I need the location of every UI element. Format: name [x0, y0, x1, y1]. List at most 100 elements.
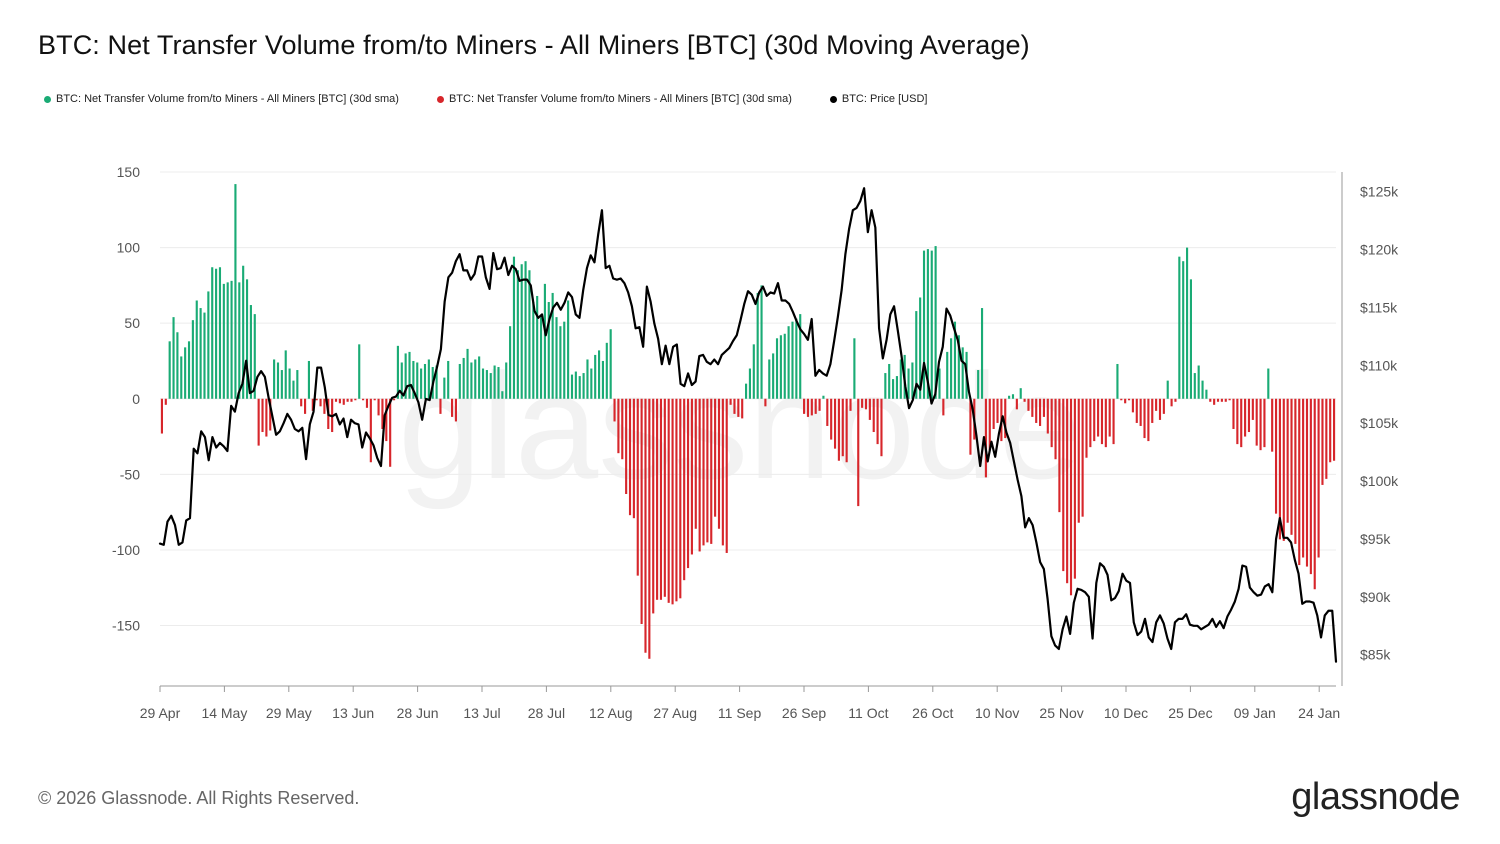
bar-negative [1151, 398, 1154, 423]
bar-positive [1189, 279, 1192, 399]
bar-negative [876, 398, 879, 445]
bar-positive [783, 333, 786, 399]
bar-negative [269, 398, 272, 431]
bar-negative [1042, 398, 1045, 417]
bar-negative [659, 398, 663, 600]
legend-item-inflow[interactable]: BTC: Net Transfer Volume from/to Miners … [44, 93, 399, 105]
bar-negative [369, 398, 372, 463]
bar-positive [567, 300, 570, 399]
bar-positive [485, 370, 488, 399]
bar-negative [1124, 398, 1127, 404]
bar-negative [1050, 398, 1053, 448]
bar-positive [934, 246, 937, 399]
bar-negative [1305, 398, 1309, 567]
bar-negative [315, 398, 318, 401]
bar-positive [408, 351, 411, 399]
legend: BTC: Net Transfer Volume from/to Miners … [44, 91, 965, 107]
bar-negative [996, 398, 999, 423]
bar-positive [512, 256, 516, 399]
bar-negative [984, 398, 987, 478]
y-left-tick-label: 50 [124, 315, 140, 331]
bar-negative [164, 398, 167, 405]
bar-negative [1263, 398, 1266, 448]
bar-negative [365, 398, 369, 408]
bar-positive [191, 320, 194, 399]
bar-negative [1170, 398, 1173, 407]
bar-negative [617, 398, 620, 454]
bar-negative [389, 398, 392, 467]
bar-negative [1174, 398, 1177, 402]
bar-positive [752, 344, 755, 399]
bar-series [160, 184, 1336, 659]
bar-positive [501, 391, 504, 399]
bar-positive [1197, 365, 1200, 399]
bar-positive [930, 250, 933, 399]
brand-logo: glassnode [1291, 776, 1460, 818]
legend-label: BTC: Net Transfer Volume from/to Miners … [448, 93, 792, 105]
axes: 150 100 50 0 -50 -100 -150 $125k $120k $115k $110k… [112, 164, 1399, 721]
bar-negative [737, 398, 740, 417]
bar-negative [1325, 398, 1328, 479]
legend-label: BTC: Net Transfer Volume from/to Miners … [56, 93, 399, 105]
bar-negative [1240, 398, 1243, 448]
bar-negative [1298, 398, 1301, 566]
bar-negative [304, 398, 307, 414]
bar-negative [1209, 398, 1212, 402]
bar-negative [1093, 398, 1096, 442]
bar-positive [184, 347, 187, 399]
bar-negative [663, 398, 666, 597]
bar-positive [768, 359, 771, 399]
legend-item-price[interactable]: BTC: Price [USD] [829, 93, 927, 105]
y-right-tick-label: $120k [1360, 242, 1399, 258]
bar-negative [880, 398, 883, 457]
bar-positive [938, 368, 941, 399]
bar-negative [849, 398, 852, 411]
bar-positive [358, 344, 361, 399]
bar-negative [1232, 398, 1235, 429]
y-right-tick-label: $95k [1360, 531, 1391, 547]
x-tick-label: 11 Oct [848, 705, 888, 721]
bar-negative [1259, 398, 1262, 451]
x-tick-label: 13 Jun [332, 705, 374, 721]
bar-negative [656, 398, 659, 600]
bar-negative [1100, 398, 1104, 445]
bar-positive [570, 374, 574, 399]
bar-positive [598, 350, 601, 399]
bar-negative [725, 398, 728, 553]
x-tick-label: 29 May [266, 705, 312, 721]
bar-positive [748, 368, 751, 399]
bar-negative [1317, 398, 1320, 558]
bar-negative [714, 398, 717, 517]
bar-positive [474, 359, 477, 399]
bar-positive [423, 363, 427, 399]
x-tick-label: 28 Jun [397, 705, 439, 721]
bar-positive [276, 362, 280, 399]
bar-positive [489, 373, 492, 399]
x-tick-label: 26 Oct [912, 705, 953, 721]
bar-negative [439, 398, 442, 414]
y-right-tick-label: $100k [1360, 473, 1399, 489]
bar-negative [265, 398, 268, 437]
bar-positive [288, 368, 291, 399]
bar-positive [1166, 380, 1169, 399]
bar-negative [1286, 398, 1289, 523]
bar-positive [481, 368, 485, 399]
bar-positive [1182, 261, 1185, 399]
bar-negative [1147, 398, 1150, 442]
bar-positive [922, 250, 926, 399]
bar-negative [1135, 398, 1138, 423]
bar-positive [420, 368, 423, 399]
bar-negative [1073, 398, 1076, 579]
bar-positive [211, 267, 214, 399]
bar-negative [350, 398, 353, 402]
legend-item-outflow[interactable]: BTC: Net Transfer Volume from/to Miners … [436, 93, 792, 105]
y-left-tick-label: -50 [120, 466, 140, 482]
bar-positive [242, 265, 245, 399]
bar-negative [1213, 398, 1216, 405]
bar-positive [187, 341, 191, 399]
bar-negative [806, 398, 810, 417]
bar-negative [625, 398, 628, 494]
bar-positive [772, 353, 775, 399]
bar-negative [710, 398, 713, 544]
